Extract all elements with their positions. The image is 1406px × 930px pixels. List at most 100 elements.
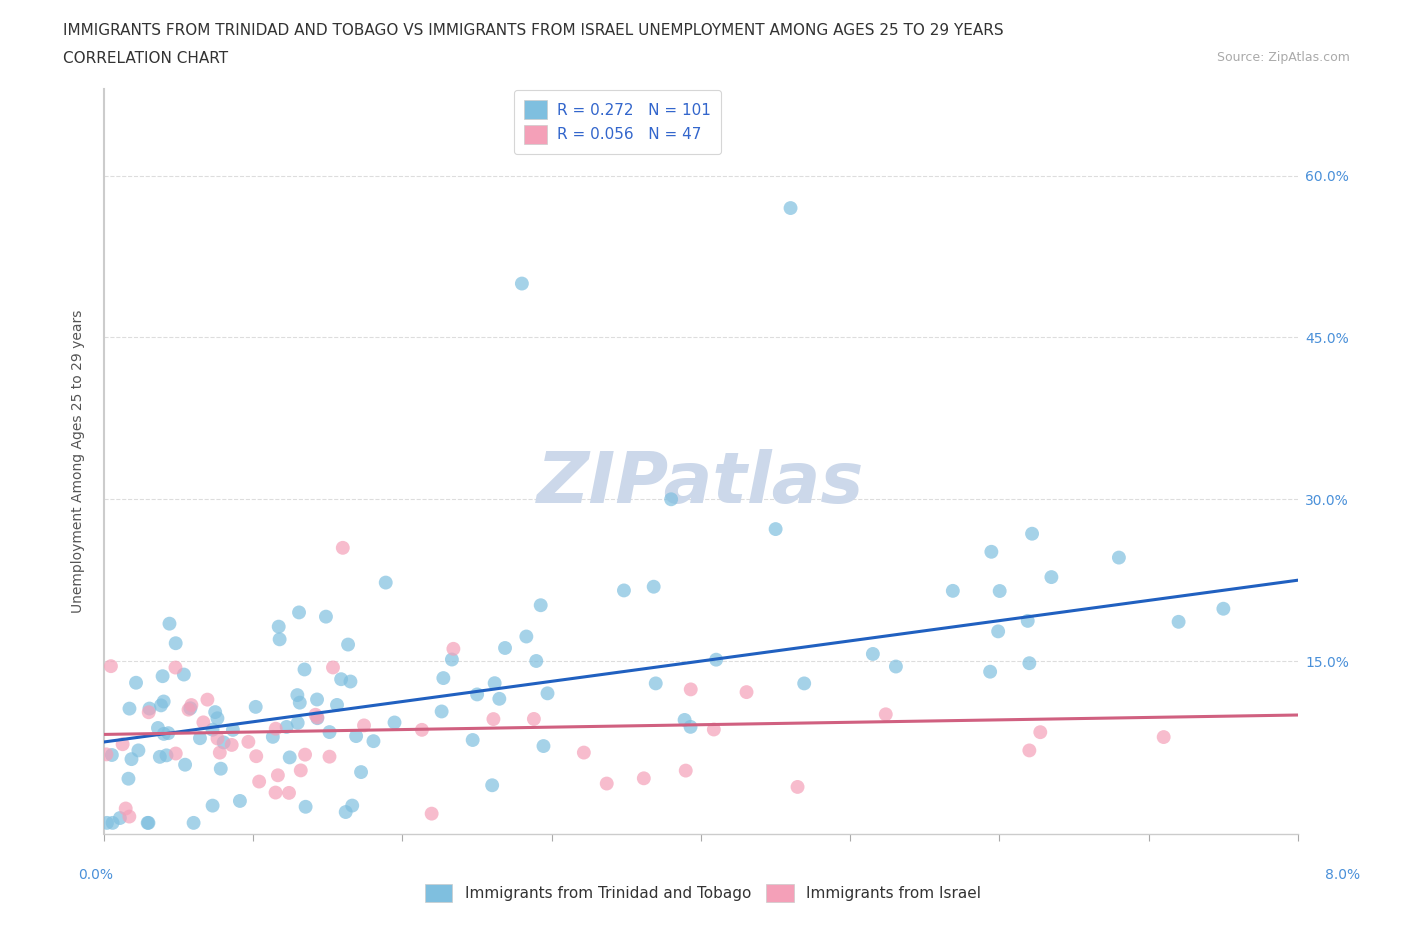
Text: 8.0%: 8.0% — [1326, 868, 1360, 882]
Point — [482, 711, 505, 726]
Point — [339, 674, 361, 689]
Point — [238, 735, 260, 750]
Point — [174, 757, 197, 772]
Point — [318, 750, 340, 764]
Point — [267, 619, 290, 634]
Point — [374, 575, 396, 590]
Point — [208, 745, 231, 760]
Point — [100, 658, 122, 673]
Point — [201, 723, 224, 737]
Point — [125, 675, 148, 690]
Point — [264, 785, 287, 800]
Text: ZIPatlas: ZIPatlas — [537, 449, 865, 518]
Point — [290, 763, 312, 777]
Point — [679, 720, 702, 735]
Point — [197, 692, 219, 707]
Point — [350, 764, 373, 779]
Text: IMMIGRANTS FROM TRINIDAD AND TOBAGO VS IMMIGRANTS FROM ISRAEL UNEMPLOYMENT AMONG: IMMIGRANTS FROM TRINIDAD AND TOBAGO VS I… — [63, 23, 1004, 38]
Point — [111, 737, 134, 751]
Point — [138, 701, 160, 716]
Point — [269, 631, 291, 646]
Point — [136, 816, 159, 830]
Point — [1153, 730, 1175, 745]
Point — [633, 771, 655, 786]
Point — [267, 768, 290, 783]
Point — [180, 698, 202, 712]
Point — [1040, 570, 1063, 585]
Point — [307, 711, 329, 725]
Point — [530, 598, 553, 613]
Point — [276, 720, 298, 735]
Point — [127, 743, 149, 758]
Point — [146, 721, 169, 736]
Point — [155, 748, 177, 763]
Point — [510, 276, 533, 291]
Point — [229, 793, 252, 808]
Point — [441, 642, 464, 657]
Point — [318, 724, 340, 739]
Point — [533, 738, 555, 753]
Point — [294, 800, 316, 815]
Point — [294, 747, 316, 762]
Point — [247, 774, 270, 789]
Point — [108, 811, 131, 826]
Point — [679, 682, 702, 697]
Legend: Immigrants from Trinidad and Tobago, Immigrants from Israel: Immigrants from Trinidad and Tobago, Imm… — [419, 878, 987, 909]
Point — [335, 804, 357, 819]
Point — [523, 711, 546, 726]
Point — [536, 686, 558, 701]
Point — [515, 629, 537, 644]
Point — [1029, 724, 1052, 739]
Point — [432, 671, 454, 685]
Point — [779, 201, 801, 216]
Point — [96, 747, 118, 762]
Point — [212, 735, 235, 750]
Point — [193, 715, 215, 730]
Point — [875, 707, 897, 722]
Point — [315, 609, 337, 624]
Point — [183, 816, 205, 830]
Point — [165, 636, 187, 651]
Y-axis label: Unemployment Among Ages 25 to 29 years: Unemployment Among Ages 25 to 29 years — [72, 310, 86, 613]
Point — [201, 798, 224, 813]
Point — [987, 624, 1010, 639]
Point — [337, 637, 360, 652]
Point — [1167, 615, 1189, 630]
Point — [118, 701, 141, 716]
Point — [207, 711, 229, 725]
Point — [353, 718, 375, 733]
Point — [703, 722, 725, 737]
Point — [294, 662, 316, 677]
Point — [101, 816, 124, 830]
Point — [165, 746, 187, 761]
Point — [138, 816, 160, 830]
Point — [643, 579, 665, 594]
Point — [786, 779, 808, 794]
Point — [138, 705, 160, 720]
Point — [149, 750, 172, 764]
Point — [152, 669, 174, 684]
Point — [101, 748, 124, 763]
Point — [344, 729, 367, 744]
Point — [461, 733, 484, 748]
Point — [152, 694, 174, 709]
Point — [644, 676, 666, 691]
Point — [305, 692, 328, 707]
Point — [150, 698, 173, 712]
Point — [285, 687, 308, 702]
Text: 0.0%: 0.0% — [79, 868, 112, 882]
Point — [245, 699, 267, 714]
Point — [411, 723, 433, 737]
Point — [114, 801, 136, 816]
Point — [1018, 656, 1040, 671]
Point — [262, 729, 284, 744]
Point — [704, 652, 727, 667]
Point — [264, 722, 287, 737]
Point — [596, 777, 619, 791]
Point — [222, 723, 245, 737]
Point — [979, 664, 1001, 679]
Point — [322, 660, 344, 675]
Point — [988, 583, 1011, 598]
Point — [1021, 526, 1043, 541]
Point — [288, 605, 311, 620]
